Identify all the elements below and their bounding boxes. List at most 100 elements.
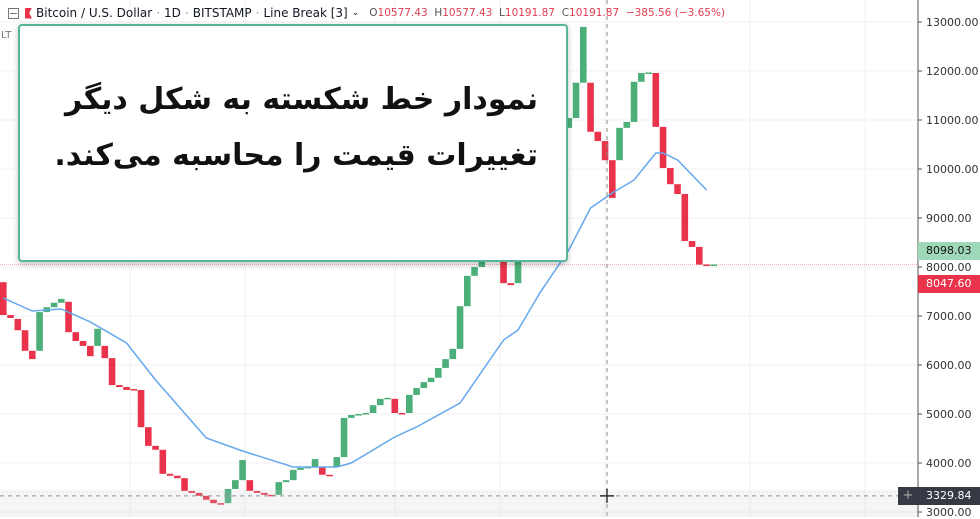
- indicator-legend[interactable]: LT: [1, 30, 12, 41]
- close-value: 10191.87: [569, 7, 620, 19]
- up-brick: [340, 417, 348, 458]
- up-brick: [478, 258, 486, 267]
- chart-type[interactable]: Line Break [3]: [263, 6, 348, 20]
- bottom-toolbar-shade: [0, 490, 918, 517]
- up-brick: [623, 121, 631, 128]
- up-brick: [94, 328, 101, 346]
- price-tick-label: 13000.00: [926, 15, 979, 29]
- down-brick: [29, 350, 36, 360]
- down-brick: [7, 315, 14, 318]
- interval[interactable]: 1D: [164, 6, 181, 20]
- down-brick: [703, 264, 710, 267]
- up-brick: [36, 312, 43, 351]
- down-brick: [696, 246, 703, 265]
- price-tag-current: 8047.60: [918, 274, 980, 293]
- down-brick: [391, 398, 399, 414]
- exchange: BITSTAMP: [192, 6, 252, 20]
- down-brick: [174, 475, 181, 479]
- moving-average-line: [2, 152, 708, 468]
- open-label: O: [369, 7, 378, 19]
- down-brick: [123, 387, 130, 390]
- down-brick: [188, 490, 196, 493]
- down-brick: [181, 478, 188, 491]
- up-brick: [471, 267, 478, 276]
- down-brick: [217, 503, 225, 505]
- up-brick: [514, 246, 522, 284]
- up-brick: [369, 405, 377, 414]
- up-brick: [710, 264, 718, 267]
- down-brick: [203, 495, 210, 500]
- up-brick: [297, 467, 304, 470]
- price-tick-label: 10000.00: [926, 162, 979, 176]
- down-brick: [500, 246, 507, 284]
- down-brick: [652, 72, 660, 127]
- chevron-down-icon[interactable]: ⌄: [351, 8, 360, 18]
- up-brick: [456, 306, 464, 349]
- up-brick: [377, 398, 384, 406]
- add-alert-icon[interactable]: +: [898, 486, 918, 505]
- up-brick: [464, 275, 471, 307]
- down-brick: [65, 301, 72, 333]
- up-brick: [50, 302, 58, 308]
- up-brick: [290, 469, 297, 481]
- down-brick: [195, 492, 203, 496]
- symbol-name[interactable]: Bitcoin / U.S. Dollar: [36, 6, 153, 20]
- up-brick: [645, 72, 652, 74]
- up-brick: [311, 459, 319, 467]
- price-tick-label: 6000.00: [926, 358, 972, 372]
- down-brick: [587, 82, 594, 132]
- up-brick: [224, 488, 232, 504]
- note-line-2: تغییرات قیمت را محاسبه می‌کند.: [54, 138, 538, 173]
- up-brick: [232, 480, 239, 489]
- down-brick: [667, 168, 674, 185]
- symbol-flag-icon: [25, 7, 32, 19]
- up-brick: [580, 26, 587, 83]
- down-brick: [72, 332, 80, 341]
- change: −385.56 (−3.65%): [625, 7, 726, 19]
- up-brick: [565, 118, 573, 128]
- separator: ·: [255, 6, 260, 20]
- down-brick: [210, 499, 217, 504]
- separator: ·: [184, 6, 189, 20]
- down-brick: [116, 385, 123, 388]
- down-brick: [601, 141, 609, 161]
- up-brick: [449, 348, 457, 360]
- price-tick-label: 3000.00: [926, 505, 972, 519]
- up-brick: [442, 359, 449, 368]
- note-line-1: نمودار خط شکسته به شکل دیگر: [65, 82, 538, 117]
- close-label: C: [561, 7, 570, 19]
- up-brick: [427, 377, 435, 383]
- price-tick-label: 12000.00: [926, 64, 979, 78]
- down-brick: [87, 345, 94, 357]
- up-brick: [275, 482, 283, 495]
- down-brick: [14, 318, 22, 331]
- down-brick: [268, 494, 275, 497]
- crosshair-cursor-icon: [600, 488, 614, 503]
- down-brick: [398, 413, 406, 415]
- down-brick: [659, 126, 667, 169]
- separator: ·: [156, 6, 161, 20]
- price-tick-label: 5000.00: [926, 407, 972, 421]
- down-brick: [137, 389, 145, 428]
- down-brick: [108, 358, 116, 386]
- up-brick: [420, 382, 428, 389]
- up-brick: [616, 127, 623, 161]
- up-brick: [638, 72, 645, 82]
- collapse-icon[interactable]: [8, 7, 19, 19]
- price-tick-label: 4000.00: [926, 456, 972, 470]
- annotation-callout[interactable]: نمودار خط شکسته به شکل دیگر تغییرات قیمت…: [18, 24, 568, 262]
- down-brick: [674, 184, 681, 194]
- down-brick: [261, 492, 268, 495]
- crosshair-price-tag: 3329.84: [918, 486, 980, 505]
- up-brick: [630, 81, 638, 122]
- price-tag-upper: 8098.03: [918, 241, 980, 260]
- up-brick: [572, 82, 580, 119]
- up-brick: [282, 480, 290, 483]
- up-brick: [348, 414, 355, 418]
- down-brick: [594, 131, 602, 142]
- down-brick: [319, 466, 326, 475]
- up-brick: [355, 414, 362, 416]
- low-value: 10191.87: [504, 7, 555, 19]
- down-brick: [688, 241, 696, 247]
- down-brick: [253, 490, 261, 493]
